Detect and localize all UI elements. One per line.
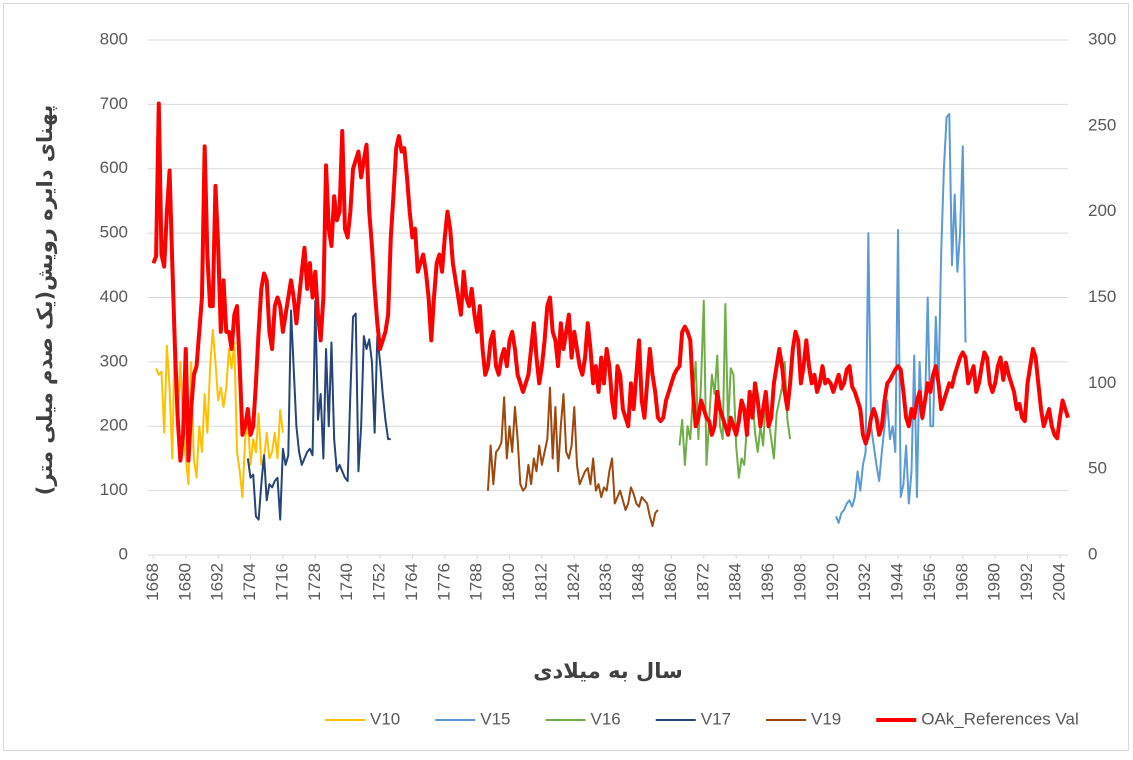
y2-tick-label: 300 [1088, 29, 1116, 48]
x-tick-label: 1968 [952, 563, 971, 601]
series-line [835, 113, 967, 524]
y-tick-label: 100 [100, 480, 128, 499]
y-tick-label: 500 [100, 223, 128, 242]
y2-tick-label: 0 [1088, 544, 1097, 563]
legend-label: V17 [701, 709, 731, 728]
x-tick-label: 1668 [143, 563, 162, 601]
x-tick-label: 1884 [726, 563, 745, 601]
series-line [151, 101, 1070, 463]
x-tick-label: 1860 [661, 563, 680, 601]
y-tick-label: 400 [100, 287, 128, 306]
x-tick-label: 1752 [370, 563, 389, 601]
x-tick-label: 1776 [434, 563, 453, 601]
legend-item: V17 [655, 709, 731, 728]
y-tick-label: 0 [119, 544, 128, 563]
x-tick-label: 1896 [758, 563, 777, 601]
legend-item: V10 [325, 709, 400, 728]
series-line [678, 299, 792, 479]
x-tick-label: 1728 [305, 563, 324, 601]
legend-item: V19 [766, 709, 841, 728]
legend-label: V10 [370, 709, 400, 728]
y-tick-label: 600 [100, 158, 128, 177]
legend-label: V19 [811, 709, 841, 728]
x-tick-label: 1716 [272, 563, 291, 601]
y2-tick-label: 150 [1088, 287, 1116, 306]
y2-tick-label: 250 [1088, 115, 1116, 134]
x-tick-label: 2004 [1049, 563, 1068, 601]
y-axis-title: پهنای دایره رویش(یک صدم میلی متر) [33, 105, 57, 495]
x-tick-label: 1812 [531, 563, 550, 601]
x-tick-label: 1680 [175, 563, 194, 601]
x-tick-label: 1932 [855, 563, 874, 601]
series-line [486, 386, 659, 528]
y2-tick-label: 100 [1088, 373, 1116, 392]
x-tick-label: 1980 [985, 563, 1004, 601]
x-tick-label: 1824 [564, 563, 583, 601]
x-tick-label: 1764 [402, 563, 421, 601]
legend-item: OAk_References Val [876, 709, 1079, 728]
x-tick-label: 1956 [920, 563, 939, 601]
x-tick-label: 1800 [499, 563, 518, 601]
x-tick-label: 1704 [240, 563, 259, 601]
x-axis-title: سال به میلادی [533, 659, 683, 683]
x-tick-label: 1920 [823, 563, 842, 601]
legend-label: V15 [480, 709, 510, 728]
x-tick-label: 1836 [596, 563, 615, 601]
series-line [246, 299, 391, 521]
chart-frame [3, 3, 1129, 751]
y-tick-label: 200 [100, 416, 128, 435]
y-tick-label: 800 [100, 29, 128, 48]
y2-tick-label: 50 [1088, 459, 1107, 478]
legend-label: V16 [591, 709, 621, 728]
x-tick-label: 1740 [337, 563, 356, 601]
x-tick-label: 1872 [693, 563, 712, 601]
x-tick-label: 1944 [888, 563, 907, 601]
y2-tick-label: 200 [1088, 201, 1116, 220]
x-tick-label: 1908 [790, 563, 809, 601]
legend-label: OAk_References Val [921, 709, 1078, 728]
y-tick-label: 700 [100, 94, 128, 113]
x-tick-label: 1692 [208, 563, 227, 601]
legend-item: V16 [545, 709, 621, 728]
legend-item: V15 [435, 709, 511, 728]
x-tick-label: 1848 [629, 563, 648, 601]
y-tick-label: 300 [100, 351, 128, 370]
x-tick-label: 1788 [467, 563, 486, 601]
x-tick-label: 1992 [1017, 563, 1036, 601]
